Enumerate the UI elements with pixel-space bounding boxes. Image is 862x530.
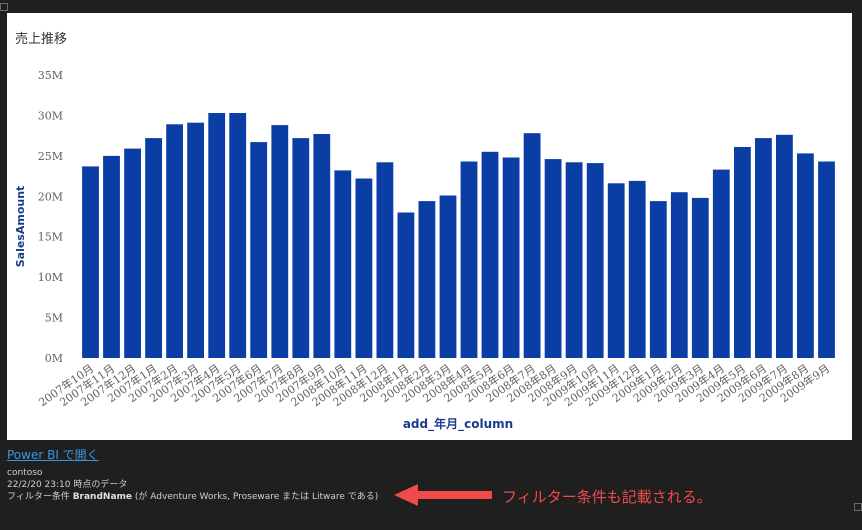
filter-field: BrandName xyxy=(72,492,132,502)
filter-description: (が Adventure Works, Proseware または Litwar… xyxy=(132,492,379,502)
y-tick-label: 25M xyxy=(38,150,63,163)
bar xyxy=(776,134,793,358)
y-tick-label: 0M xyxy=(45,352,63,365)
bar xyxy=(523,133,541,358)
y-tick-label: 20M xyxy=(38,190,63,203)
data-timestamp: 22/2/20 23:10 時点のデータ xyxy=(7,480,128,490)
bar xyxy=(607,183,625,358)
open-in-power-bi-link[interactable]: Power BI で開く xyxy=(7,448,99,462)
y-tick-label: 5M xyxy=(45,312,63,325)
bar-chart: 0M5M10M15M20M25M30M35M2007年10月2007年11月20… xyxy=(14,69,835,432)
bar xyxy=(292,138,310,358)
y-tick-label: 15M xyxy=(38,231,63,244)
bar xyxy=(82,166,99,358)
bar xyxy=(376,162,394,358)
bar xyxy=(145,138,162,358)
y-tick-label: 30M xyxy=(38,109,63,122)
bar xyxy=(166,124,183,358)
chart-title: 売上推移 xyxy=(15,32,68,47)
callout-annotation: フィルター条件も記載される。 xyxy=(392,480,812,510)
bar xyxy=(755,138,772,358)
bar xyxy=(334,170,352,358)
bar xyxy=(565,162,583,358)
bar xyxy=(502,157,520,358)
x-axis-title: add_年月_column xyxy=(403,416,513,432)
bar xyxy=(670,192,688,358)
bar xyxy=(103,155,120,358)
bar xyxy=(397,212,415,358)
bar xyxy=(229,113,247,358)
y-tick-label: 35M xyxy=(38,69,63,82)
report-footer: Power BI で開く contoso 22/2/20 23:10 時点のデー… xyxy=(7,444,487,503)
bar xyxy=(818,161,835,358)
chart-card: 0M 5M 10M 15M 20M 25M 30M 35M 2007年10月 2007年11月 20… xyxy=(7,13,852,440)
bar xyxy=(649,201,667,358)
bar xyxy=(187,122,204,358)
bar xyxy=(734,147,751,358)
bar xyxy=(691,197,709,358)
bar xyxy=(797,153,814,358)
y-axis-title: SalesAmount xyxy=(14,186,27,268)
arrow-left-icon xyxy=(394,484,492,506)
filter-prefix: フィルター条件 xyxy=(7,492,73,502)
bar xyxy=(208,113,226,358)
bar xyxy=(313,134,331,358)
y-tick-label: 10M xyxy=(38,271,63,284)
resize-handle-bottom-right xyxy=(854,503,862,511)
bar xyxy=(439,195,457,358)
bar xyxy=(712,169,730,358)
filter-condition: フィルター条件 BrandName (が Adventure Works, Pr… xyxy=(7,491,487,503)
bar xyxy=(628,180,646,358)
bar xyxy=(250,142,268,358)
bar xyxy=(124,148,141,358)
bar xyxy=(271,125,289,358)
bar xyxy=(586,163,604,358)
bar xyxy=(481,151,499,358)
resize-handle-top-left xyxy=(0,3,8,11)
annotation-text: フィルター条件も記載される。 xyxy=(502,488,712,506)
bar xyxy=(355,178,373,358)
bar xyxy=(544,159,562,358)
bar xyxy=(460,161,478,358)
bar xyxy=(418,201,436,358)
org-name: contoso xyxy=(7,468,43,478)
